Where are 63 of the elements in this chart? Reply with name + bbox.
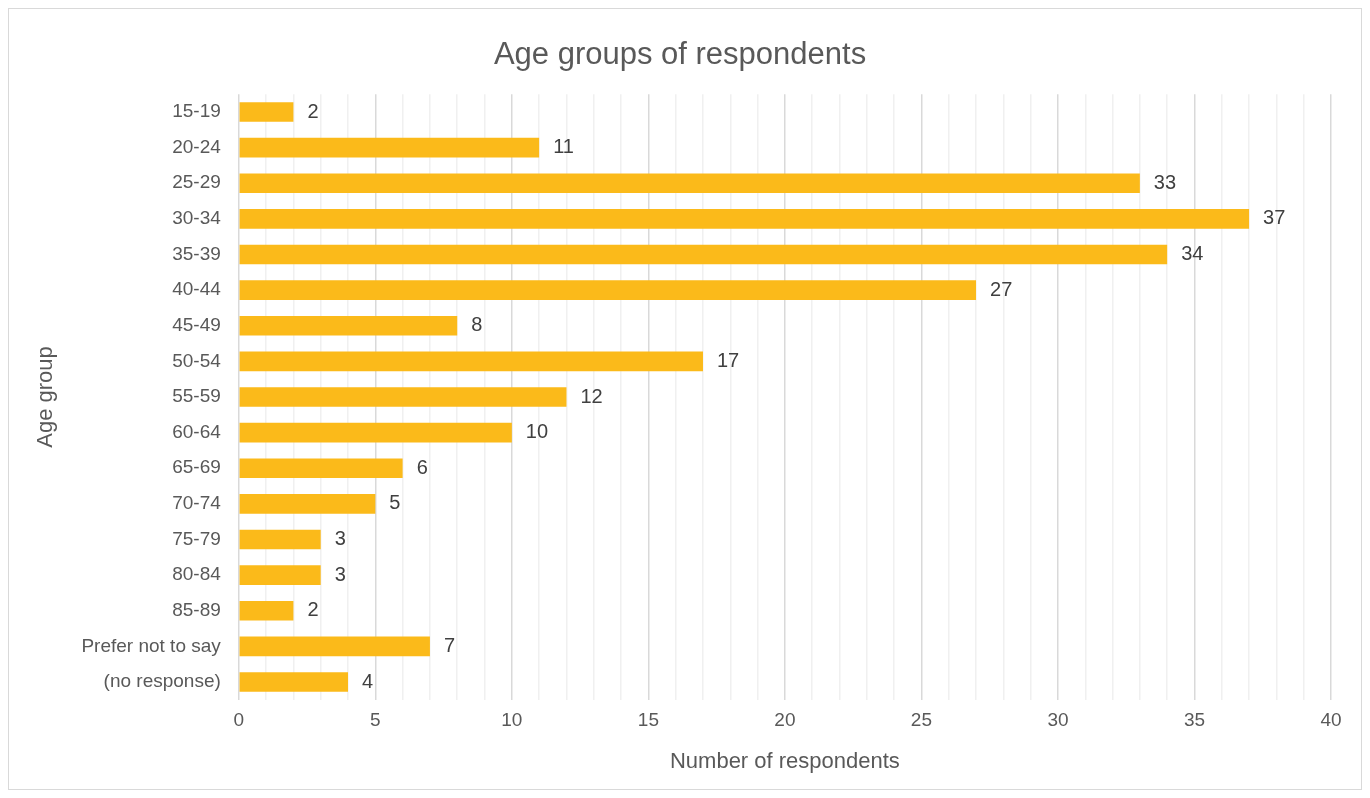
bar bbox=[239, 458, 403, 479]
bar bbox=[239, 244, 1168, 265]
y-tick-label: (no response) bbox=[103, 670, 221, 692]
bar bbox=[239, 351, 703, 372]
data-label: 6 bbox=[416, 455, 428, 478]
x-tick-label: 40 bbox=[1320, 709, 1342, 731]
y-tick-label: 80-84 bbox=[172, 563, 222, 585]
data-label: 33 bbox=[1153, 170, 1177, 193]
bar bbox=[239, 529, 321, 550]
y-tick-label: 20-24 bbox=[172, 135, 222, 157]
x-tick-label: 15 bbox=[637, 709, 659, 731]
y-tick-label: Prefer not to say bbox=[81, 634, 222, 656]
bar bbox=[239, 137, 540, 158]
x-tick-label: 30 bbox=[1047, 709, 1069, 731]
bar bbox=[239, 422, 512, 443]
data-label: 3 bbox=[334, 562, 346, 585]
y-tick-label: 60-64 bbox=[172, 420, 222, 442]
data-label: 11 bbox=[553, 135, 574, 158]
y-tick-label: 45-49 bbox=[172, 313, 221, 335]
x-axis-title: Number of respondents bbox=[669, 747, 900, 773]
y-tick-label: 15-19 bbox=[172, 100, 221, 122]
chart-title: Age groups of respondents bbox=[493, 36, 867, 72]
y-tick-label: 35-39 bbox=[172, 242, 221, 264]
data-label: 12 bbox=[580, 384, 603, 407]
x-tick-label: 35 bbox=[1183, 709, 1206, 731]
data-label: 2 bbox=[307, 598, 319, 621]
bar bbox=[239, 173, 1140, 194]
bar bbox=[239, 494, 376, 514]
data-label: 17 bbox=[716, 348, 740, 371]
data-label: 34 bbox=[1181, 242, 1204, 265]
bar bbox=[239, 280, 977, 300]
bar bbox=[239, 209, 1250, 229]
y-tick-label: 50-54 bbox=[172, 349, 222, 371]
x-tick-label: 10 bbox=[501, 709, 523, 731]
y-tick-label: 25-29 bbox=[172, 171, 221, 193]
x-tick-label: 20 bbox=[774, 709, 796, 731]
data-label: 4 bbox=[362, 669, 374, 692]
data-label: 7 bbox=[443, 633, 456, 656]
data-label: 2 bbox=[307, 99, 319, 122]
data-label: 8 bbox=[471, 313, 483, 336]
y-axis-title: Age group bbox=[32, 346, 58, 448]
bar bbox=[239, 102, 294, 122]
y-tick-label: 75-79 bbox=[172, 527, 221, 549]
y-tick-label: 70-74 bbox=[172, 492, 222, 514]
bar bbox=[239, 672, 349, 692]
data-label: 5 bbox=[389, 491, 401, 514]
bar bbox=[239, 600, 294, 621]
x-tick-label: 0 bbox=[233, 709, 245, 731]
bar bbox=[239, 565, 321, 585]
y-tick-label: 30-34 bbox=[172, 207, 222, 229]
x-tick-label: 5 bbox=[370, 709, 381, 731]
y-tick-label: 55-59 bbox=[172, 385, 221, 407]
bar bbox=[239, 315, 458, 336]
data-label: 37 bbox=[1263, 206, 1286, 229]
data-label: 27 bbox=[990, 277, 1013, 300]
x-tick-label: 25 bbox=[910, 709, 932, 731]
y-tick-label: 85-89 bbox=[172, 598, 221, 620]
y-tick-label: 40-44 bbox=[172, 278, 222, 300]
data-label: 10 bbox=[525, 420, 549, 443]
bar bbox=[239, 387, 567, 407]
y-tick-label: 65-69 bbox=[172, 456, 221, 478]
bar bbox=[239, 636, 430, 657]
data-label: 3 bbox=[334, 527, 346, 550]
